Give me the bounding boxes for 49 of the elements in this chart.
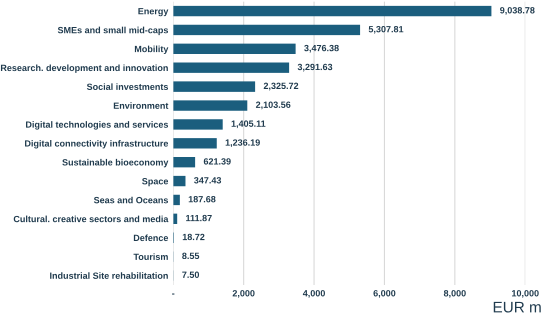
- data-label: 3,476.38: [304, 44, 339, 53]
- data-label: 621.39: [204, 158, 231, 165]
- data-label: 3,291.63: [298, 64, 332, 72]
- bar: [173, 44, 296, 54]
- data-label: 9,038.78: [500, 7, 535, 15]
- y-tick-label: Defence: [134, 234, 168, 242]
- bar: [173, 214, 178, 224]
- y-tick-label: Energy: [138, 8, 168, 16]
- y-tick-label: Social investments: [86, 83, 168, 90]
- bar: [173, 119, 223, 130]
- data-label: 1,405.11: [232, 120, 266, 128]
- bar: [173, 156, 196, 168]
- data-label: 5,307.81: [368, 26, 404, 34]
- bar: [173, 6, 492, 16]
- x-tick-label: 6,000: [373, 290, 396, 298]
- y-tick-label: SMEs and small mid-caps: [58, 26, 168, 36]
- data-label: 7.50: [182, 272, 200, 278]
- data-label: 187.68: [188, 196, 216, 202]
- bar: [173, 62, 290, 73]
- x-tick-label: -: [172, 293, 174, 295]
- data-label: 1,236.19: [226, 139, 260, 148]
- data-label: 8.55: [182, 252, 200, 260]
- y-tick-label: Digital connectivity infrastructure: [25, 140, 168, 148]
- y-tick-label: Space: [142, 178, 168, 186]
- data-label: 347.43: [194, 177, 222, 184]
- x-axis-title: EUR m: [494, 302, 541, 313]
- bar: [173, 100, 248, 111]
- bar: [173, 138, 217, 148]
- data-label: 2,103.56: [256, 102, 290, 110]
- y-tick-label: Research. development and innovation: [0, 64, 168, 73]
- bar: [173, 81, 256, 92]
- y-tick-label: Cultural. creative sectors and media: [14, 216, 168, 222]
- bar: [173, 176, 186, 186]
- x-tick-label: 4,000: [302, 290, 325, 298]
- x-tick-label: 2,000: [232, 290, 255, 298]
- y-tick-label: Industrial Site rehabilitation: [50, 272, 168, 279]
- y-tick-label: Tourism: [134, 253, 168, 260]
- x-tick-label: 8,000: [444, 290, 466, 298]
- data-label: 2,325.72: [264, 82, 298, 90]
- y-tick-label: Environment: [114, 102, 168, 109]
- y-tick-label: Mobility: [134, 46, 168, 54]
- bar: [173, 24, 360, 36]
- y-tick-label: Seas and Oceans: [94, 196, 168, 204]
- data-label: 111.87: [186, 214, 212, 222]
- y-tick-label: Digital technologies and services: [26, 121, 168, 130]
- bar: [173, 194, 180, 206]
- y-tick-label: Sustainable bioeconomy: [62, 158, 168, 168]
- x-tick-label: 10,000: [512, 290, 539, 298]
- data-label: 18.72: [182, 234, 204, 240]
